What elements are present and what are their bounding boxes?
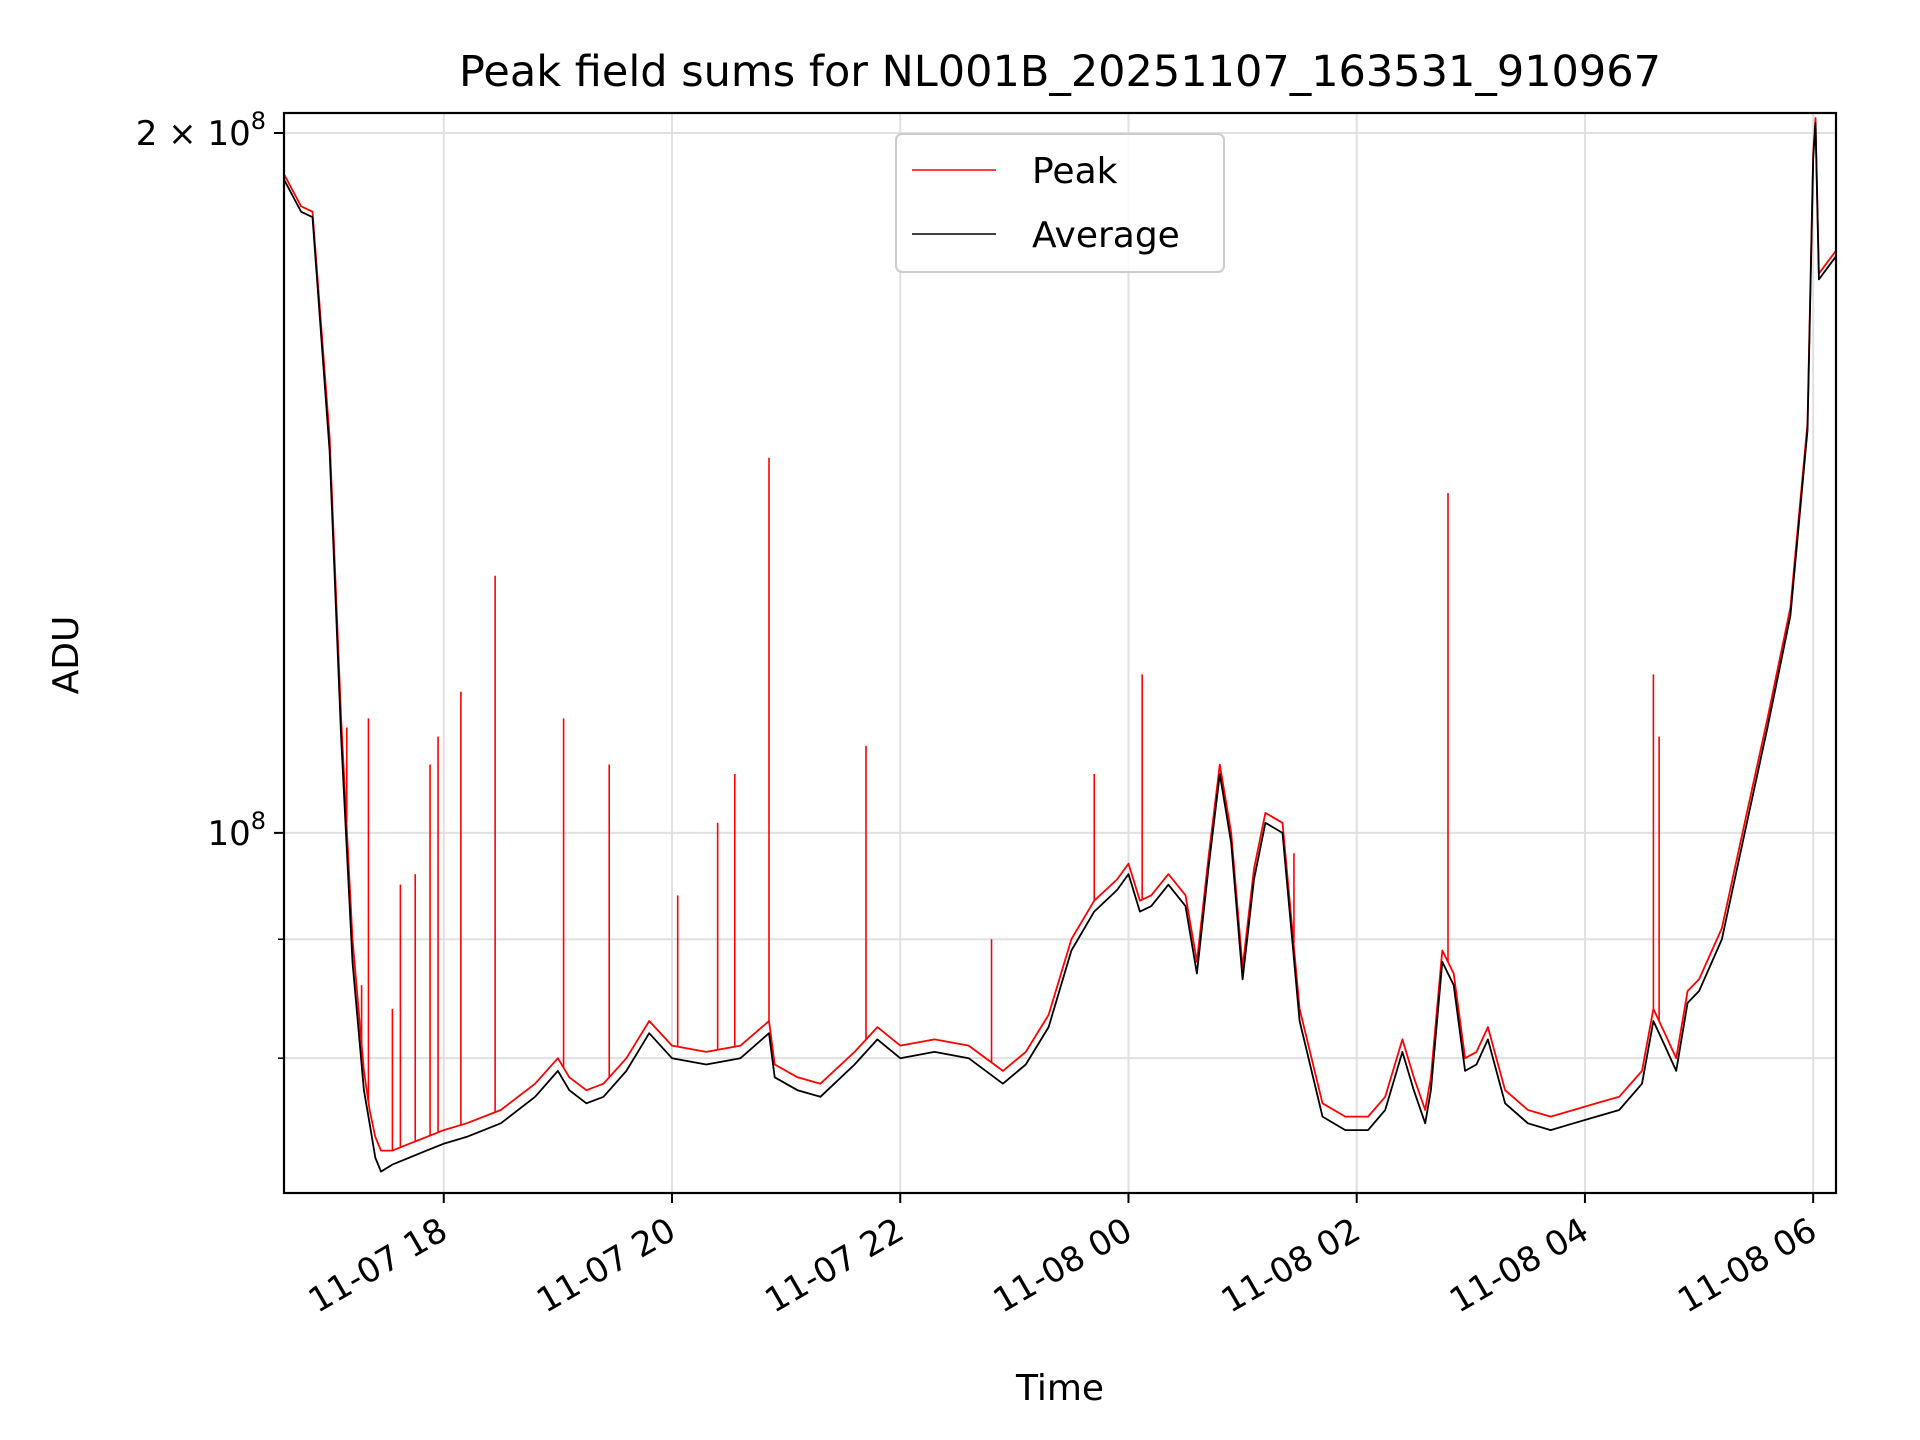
series-layer [284, 117, 1836, 1173]
y-tick-label: 2 × 108 [136, 107, 266, 154]
series-group [284, 117, 1836, 1173]
legend-average-label: Average [1032, 215, 1180, 256]
x-tick-label: 11-08 00 [987, 1210, 1139, 1321]
x-tick-label: 11-08 02 [1215, 1210, 1367, 1321]
x-tick-label: 11-07 18 [302, 1210, 454, 1321]
chart-title: Peak field sums for NL001B_20251107_1635… [459, 47, 1661, 97]
series-line-peak [284, 117, 1836, 1152]
y-axis-label: ADU [46, 616, 87, 695]
tick-layer: 11-07 18 11-07 20 11-07 22 11-08 00 11-08 02… [136, 107, 1824, 1321]
y-tick-label: 108 [207, 807, 266, 854]
grid-layer [284, 113, 1836, 1193]
legend-peak-label: Peak [1032, 151, 1118, 192]
x-axis-label: Time [1015, 1368, 1104, 1409]
series-line-average [284, 122, 1836, 1173]
x-tick-label: 11-08 06 [1671, 1210, 1823, 1321]
plot-frame [282, 111, 1838, 1195]
legend-box [895, 133, 1225, 273]
x-tick-label: 11-07 20 [530, 1210, 682, 1321]
legend: Peak Average [895, 133, 1225, 273]
x-tick-label: 11-08 04 [1443, 1210, 1595, 1321]
x-tick-label: 11-07 22 [758, 1210, 910, 1321]
